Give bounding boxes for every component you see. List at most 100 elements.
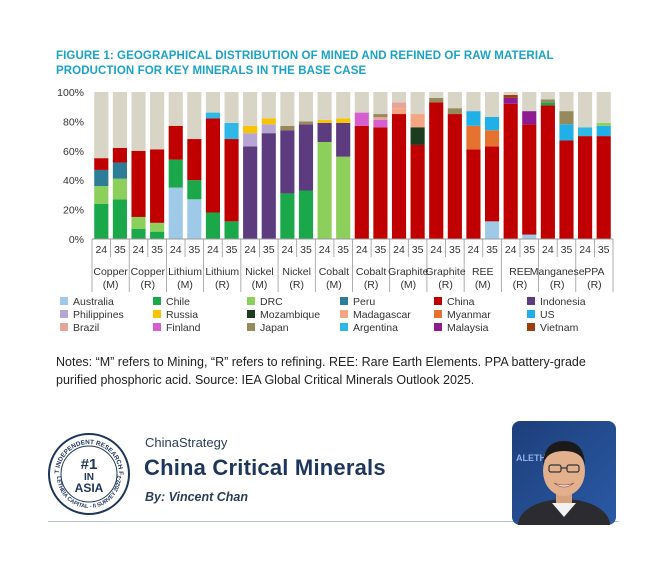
legend-item-australia: Australia — [60, 296, 114, 308]
legend-swatch — [247, 323, 255, 331]
y-tick-label: 80% — [63, 116, 84, 128]
group-label: Nickel — [282, 266, 311, 278]
bar-segment-china — [503, 103, 518, 239]
bar-14 — [354, 92, 369, 239]
bar-segment-philippines — [261, 124, 276, 134]
year-tick-label: 24 — [95, 244, 107, 256]
bar-segment-finland — [373, 119, 388, 128]
bar-0 — [94, 92, 109, 239]
bar-segment-other — [317, 92, 332, 120]
bar-segment-chile — [224, 221, 239, 239]
bar-16 — [391, 92, 407, 239]
bar-segment-argentina — [224, 122, 239, 140]
legend-swatch — [153, 323, 161, 331]
legend-item-vietnam: Vietnam — [527, 322, 579, 334]
bar-segment-chile — [112, 199, 127, 239]
legend-item-china: China — [434, 296, 475, 308]
seal-in: IN — [84, 472, 94, 483]
bar-segment-other — [466, 92, 481, 112]
legend-swatch — [247, 297, 255, 305]
bar-segment-indonesia — [317, 122, 332, 142]
legend-item-drc: DRC — [247, 296, 283, 308]
bar-segment-chile — [298, 190, 314, 239]
bar-segment-drc — [317, 141, 332, 239]
bar-segment-china — [354, 125, 369, 239]
year-tick-label: 24 — [207, 244, 219, 256]
year-tick-label: 35 — [598, 244, 610, 256]
group-label: Manganese — [530, 266, 585, 278]
legend-item-chile: Chile — [153, 296, 190, 308]
bar-21 — [484, 92, 500, 239]
group-label: Graphite — [425, 266, 465, 278]
bar-segment-china — [410, 144, 425, 239]
year-tick-label: 35 — [486, 244, 498, 256]
bar-segment-drc — [112, 178, 127, 200]
year-tick-label: 35 — [449, 244, 461, 256]
bar-10 — [280, 92, 295, 239]
bar-segment-drc — [150, 222, 165, 232]
year-tick-label: 35 — [523, 244, 535, 256]
group-sublabel: (M) — [252, 279, 268, 291]
bar-segment-finland — [354, 112, 369, 126]
year-tick-label: 35 — [151, 244, 163, 256]
bar-segment-china — [447, 114, 462, 239]
bar-segment-other — [447, 92, 462, 109]
group-label: Cobalt — [356, 266, 386, 278]
bar-segment-chile — [94, 203, 109, 239]
bar-segment-japan — [298, 121, 314, 125]
legend-item-finland: Finland — [153, 322, 201, 334]
group-sublabel: (M) — [326, 279, 342, 291]
legend-swatch — [153, 297, 161, 305]
bar-segment-china — [112, 147, 127, 163]
bar-segment-china — [224, 139, 239, 222]
y-tick-label: 0% — [69, 234, 84, 246]
bar-segment-china — [391, 114, 407, 239]
bar-segment-japan — [540, 99, 555, 103]
bar-segment-other — [131, 92, 146, 151]
legend-item-peru: Peru — [340, 296, 375, 308]
group-sublabel: (R) — [364, 279, 379, 291]
year-tick-label: 35 — [337, 244, 349, 256]
bar-segment-drc — [596, 122, 611, 126]
bar-segment-chile — [150, 231, 165, 239]
bar-23 — [522, 92, 537, 239]
bar-segment-philippines — [243, 133, 258, 147]
bar-segment-china — [131, 150, 146, 217]
bar-segment-us — [559, 124, 574, 141]
legend-label: US — [540, 309, 555, 321]
year-tick-label: 24 — [579, 244, 591, 256]
year-tick-label: 35 — [375, 244, 387, 256]
bar-segment-other — [578, 92, 593, 128]
bar-13 — [336, 92, 351, 239]
legend-item-mozambique: Mozambique — [247, 309, 320, 321]
bar-segment-argentina — [578, 127, 593, 137]
bar-12 — [317, 92, 332, 239]
bar-1 — [112, 92, 127, 239]
bar-segment-australia — [168, 187, 183, 239]
group-label: Copper — [131, 266, 166, 278]
bar-segment-myanmar — [466, 125, 481, 150]
bar-segment-australia — [484, 221, 500, 239]
year-tick-label: 35 — [226, 244, 238, 256]
bar-series — [94, 92, 611, 239]
legend-swatch — [60, 297, 68, 305]
bar-segment-peru — [94, 169, 109, 187]
bar-segment-russia — [336, 118, 351, 123]
bar-11 — [298, 92, 314, 239]
bar-segment-other — [336, 92, 351, 119]
bar-segment-china — [540, 105, 555, 239]
year-tick-label: 24 — [356, 244, 368, 256]
bar-segment-chile — [187, 180, 202, 200]
group-sublabel: (R) — [438, 279, 453, 291]
brand-title: China Critical Minerals — [144, 455, 386, 480]
legend-swatch — [247, 310, 255, 318]
seal-asia: ASIA — [75, 481, 104, 495]
legend-label: Malaysia — [447, 322, 489, 334]
legend-swatch — [527, 310, 535, 318]
bar-segment-other — [503, 92, 518, 95]
legend-item-japan: Japan — [247, 322, 289, 334]
legend-label: Argentina — [353, 322, 398, 334]
author-byline: By: Vincent Chan — [145, 490, 249, 504]
footer-divider — [48, 521, 619, 522]
group-label: Copper — [93, 266, 128, 278]
